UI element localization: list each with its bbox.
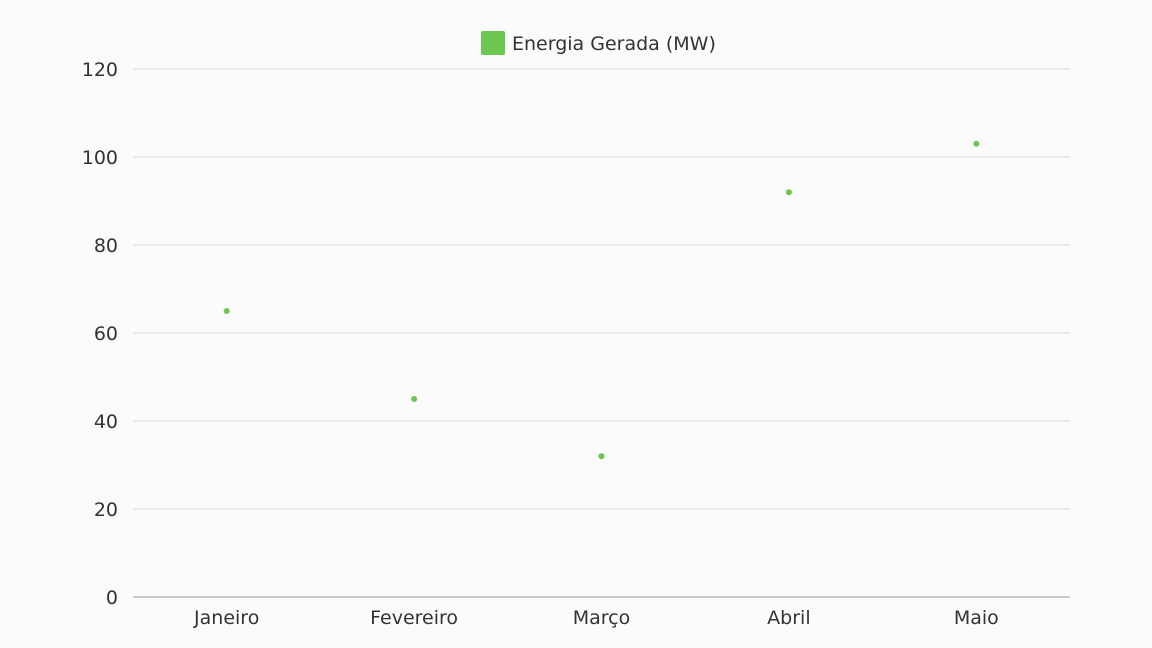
legend-label: Energia Gerada (MW) (512, 33, 716, 55)
data-point (223, 308, 230, 314)
x-tick-label: Março (573, 607, 631, 629)
y-tick-label: 80 (94, 235, 118, 257)
x-tick-label: Fevereiro (370, 607, 458, 629)
data-point (411, 396, 418, 402)
x-tick-label: Janeiro (193, 607, 259, 629)
data-point (785, 189, 792, 196)
x-tick-label: Maio (954, 607, 999, 629)
y-tick-label: 0 (106, 587, 118, 609)
grid-layer (133, 68, 1070, 598)
legend-swatch (481, 31, 505, 55)
y-tick-label: 100 (82, 147, 118, 169)
x-tick-label: Abril (767, 607, 810, 629)
legend: Energia Gerada (MW) (481, 31, 716, 55)
y-tick-label: 120 (82, 59, 118, 81)
y-tick-label: 60 (94, 323, 118, 345)
y-tick-label: 20 (94, 499, 118, 521)
data-points (223, 140, 980, 460)
data-point (973, 140, 980, 147)
data-point (598, 453, 605, 460)
y-axis-ticks: 0 20 40 60 80 100 120 (82, 59, 118, 609)
y-tick-label: 40 (94, 411, 118, 433)
x-axis-ticks: Janeiro Fevereiro Março Abril Maio (193, 607, 999, 629)
